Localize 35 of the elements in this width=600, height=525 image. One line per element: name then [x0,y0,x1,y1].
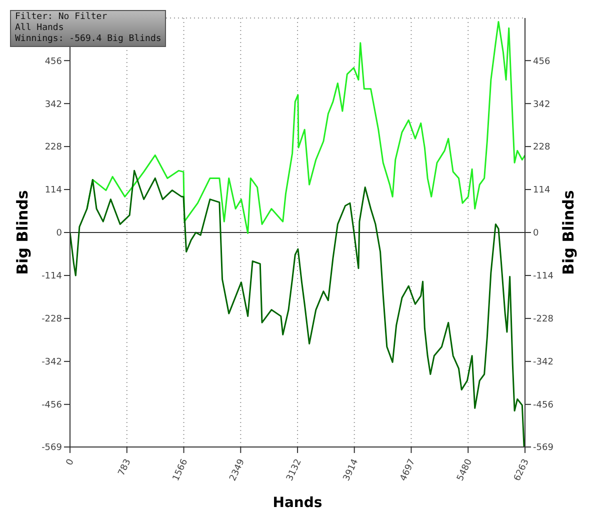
y-tick-label: -228 [42,314,62,325]
y2-axis-title: Big Blinds [559,190,578,275]
x-tick-label: 3132 [285,458,304,483]
y2-tick-label: 342 [533,100,550,110]
x-tick-label: 0 [64,457,76,468]
x-tick-label: 6263 [512,458,532,483]
x-axis-title: Hands [272,495,322,511]
x-tick-label: 5480 [456,457,475,483]
y-tick-label: -569 [42,443,62,454]
y-axis-title: Big Blinds [13,190,32,275]
y-tick-label: -456 [42,400,62,411]
y-tick-label: 114 [44,186,62,196]
x-tick-label: 1566 [171,457,190,483]
x-tick-label: 783 [116,458,134,478]
y2-tick-label: 114 [533,186,550,196]
y2-tick-label: -228 [533,314,554,325]
annotation: Filter: No Filter [15,12,108,23]
y-tick-label: 228 [44,142,62,153]
y2-tick-label: 0 [533,228,539,239]
y-tick-label: 0 [56,228,62,239]
y2-tick-label: -569 [533,443,554,454]
y-tick-label: 456 [44,56,62,67]
y-tick-label: -114 [42,272,62,282]
x-tick-label: 2349 [228,457,248,483]
y2-tick-label: -114 [533,272,554,282]
annotation: Winnings: -569.4 Big Blinds [15,34,162,45]
x-tick-label: 3914 [342,457,361,483]
y2-tick-label: -342 [533,358,554,368]
y2-tick-label: 228 [533,142,550,153]
text: All Hands [15,23,65,34]
y-tick-label: 342 [44,100,62,110]
y2-tick-label: 456 [533,56,550,67]
y-tick-label: -342 [42,358,62,368]
y2-tick-label: -456 [533,400,554,411]
x-tick-label: 4697 [398,458,418,483]
